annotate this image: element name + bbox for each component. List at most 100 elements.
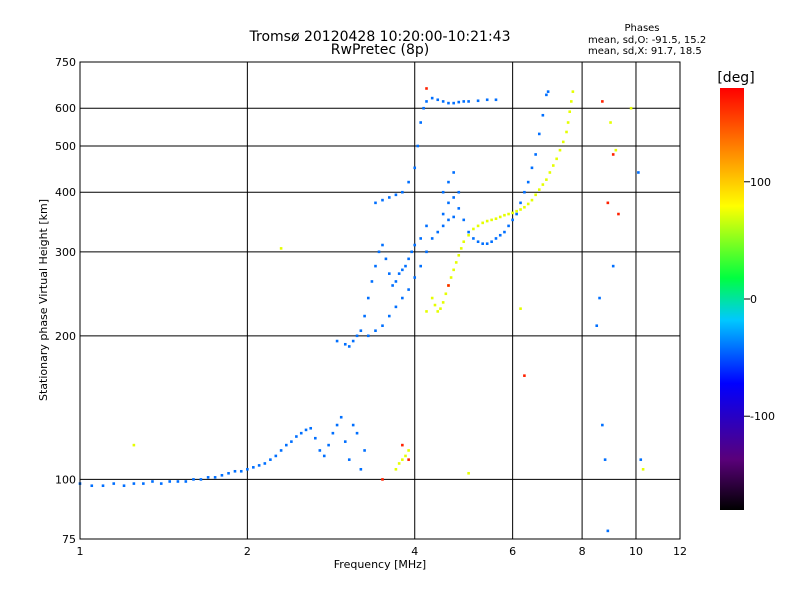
data-point bbox=[192, 478, 195, 481]
data-point bbox=[534, 193, 537, 197]
data-point bbox=[546, 90, 550, 93]
data-point bbox=[571, 90, 575, 93]
x-tick-label: 10 bbox=[629, 545, 643, 558]
data-point bbox=[413, 276, 417, 279]
data-point bbox=[407, 180, 410, 184]
data-point bbox=[394, 467, 398, 471]
data-point bbox=[555, 157, 558, 161]
data-point bbox=[515, 212, 518, 216]
data-point bbox=[366, 334, 370, 338]
data-point bbox=[439, 307, 442, 310]
colorbar-tick-label: -100 bbox=[750, 410, 775, 423]
data-point bbox=[401, 268, 404, 272]
data-point bbox=[603, 458, 607, 461]
data-point bbox=[309, 426, 313, 430]
data-point bbox=[391, 284, 394, 287]
data-point bbox=[606, 529, 610, 533]
data-point bbox=[404, 264, 407, 268]
data-point bbox=[419, 237, 422, 240]
y-tick-label: 100 bbox=[55, 473, 76, 486]
data-point bbox=[452, 215, 455, 219]
data-point bbox=[387, 272, 391, 275]
data-point bbox=[233, 469, 237, 473]
data-point bbox=[436, 98, 440, 102]
data-point bbox=[363, 314, 366, 318]
data-point bbox=[274, 454, 278, 458]
data-point bbox=[503, 230, 506, 234]
data-point bbox=[454, 261, 458, 264]
data-point bbox=[419, 121, 422, 124]
data-point bbox=[132, 443, 136, 447]
data-point bbox=[401, 190, 404, 194]
data-point bbox=[351, 339, 355, 343]
data-point bbox=[462, 240, 466, 244]
data-point bbox=[523, 190, 526, 194]
data-point bbox=[541, 183, 545, 186]
data-point bbox=[485, 219, 489, 223]
data-point bbox=[617, 212, 620, 216]
data-point bbox=[331, 431, 335, 435]
x-tick-label: 12 bbox=[673, 545, 687, 558]
y-axis-ticks: 75 100 200 300 400 500 600 750 bbox=[55, 56, 76, 546]
x-axis-ticks: 1 2 4 6 8 10 12 bbox=[77, 545, 688, 558]
data-point bbox=[457, 207, 461, 210]
phases-o-stats: mean, sd,O: -91.5, 15.2 bbox=[588, 35, 706, 46]
data-point bbox=[452, 196, 455, 199]
colorbar bbox=[720, 88, 744, 510]
y-tick-label: 750 bbox=[55, 56, 76, 69]
data-point bbox=[220, 474, 224, 477]
data-point bbox=[394, 193, 398, 197]
plot-frame bbox=[79, 61, 681, 540]
data-point bbox=[498, 233, 502, 237]
data-point bbox=[462, 100, 466, 103]
data-point bbox=[407, 458, 410, 461]
data-point bbox=[425, 87, 428, 90]
data-point bbox=[419, 264, 422, 268]
data-point bbox=[472, 237, 475, 240]
data-point bbox=[343, 342, 347, 346]
data-point bbox=[452, 268, 455, 272]
data-point bbox=[269, 458, 272, 461]
data-point bbox=[459, 247, 463, 250]
data-point bbox=[381, 243, 384, 247]
data-point bbox=[436, 310, 440, 313]
data-point bbox=[490, 240, 493, 244]
data-point bbox=[404, 454, 407, 458]
data-point bbox=[611, 264, 615, 268]
data-point bbox=[407, 449, 410, 452]
data-point bbox=[184, 480, 188, 483]
data-point bbox=[401, 458, 404, 461]
data-point bbox=[322, 454, 326, 458]
data-point bbox=[441, 100, 445, 103]
data-point bbox=[159, 482, 163, 485]
data-point bbox=[476, 240, 480, 244]
data-point bbox=[355, 334, 359, 338]
data-point bbox=[545, 93, 548, 97]
data-point bbox=[561, 140, 565, 144]
data-point bbox=[374, 201, 377, 205]
data-point bbox=[299, 431, 303, 435]
data-point bbox=[246, 467, 249, 471]
data-point bbox=[447, 218, 450, 222]
data-point bbox=[548, 171, 552, 174]
colorbar-tick-label: 0 bbox=[750, 293, 757, 306]
y-tick-label: 300 bbox=[55, 246, 76, 259]
data-point bbox=[257, 464, 261, 467]
data-point bbox=[213, 476, 217, 479]
colorbar-tick-label: 100 bbox=[750, 176, 771, 189]
data-point bbox=[568, 110, 572, 114]
data-point bbox=[441, 190, 445, 194]
data-point bbox=[279, 247, 283, 250]
data-point bbox=[558, 148, 562, 152]
data-point bbox=[279, 449, 283, 452]
data-point bbox=[537, 132, 541, 136]
data-point bbox=[413, 166, 417, 170]
data-point bbox=[447, 284, 450, 287]
x-axis-label: Frequency [MHz] bbox=[334, 558, 426, 571]
data-point bbox=[206, 476, 210, 479]
data-point bbox=[503, 213, 506, 217]
data-point bbox=[430, 96, 434, 100]
data-point bbox=[457, 190, 461, 194]
data-point bbox=[339, 415, 343, 419]
